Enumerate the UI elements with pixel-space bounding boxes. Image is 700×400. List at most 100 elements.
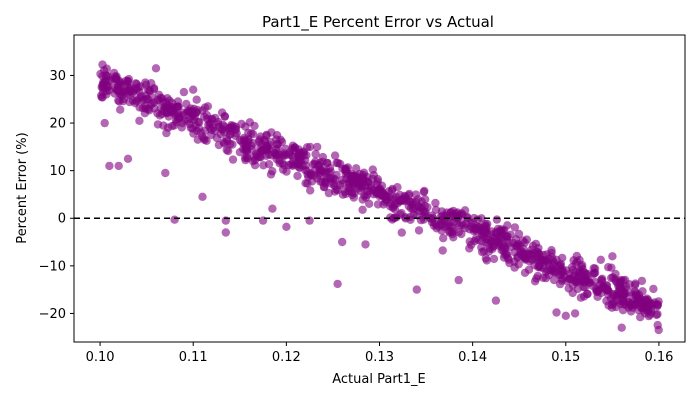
- data-point: [168, 107, 177, 116]
- data-point: [617, 323, 626, 332]
- data-point: [264, 144, 274, 154]
- y-axis-ticks: −20 −10 0 10 20 30: [39, 69, 74, 322]
- y-tick-label: −10: [39, 259, 66, 274]
- data-point: [118, 96, 128, 106]
- x-tick-label: 0.16: [644, 350, 673, 365]
- data-point: [219, 138, 228, 147]
- data-point: [607, 273, 616, 283]
- data-point: [358, 195, 367, 204]
- data-point: [193, 135, 202, 144]
- data-point: [352, 164, 361, 173]
- y-tick-label: −20: [39, 307, 66, 322]
- data-point: [573, 273, 582, 282]
- data-point: [561, 311, 570, 320]
- data-point: [304, 172, 313, 182]
- data-point: [114, 161, 123, 171]
- data-point: [116, 105, 125, 114]
- data-point: [313, 174, 322, 183]
- data-point: [190, 112, 199, 121]
- data-point: [306, 186, 315, 195]
- data-point: [654, 325, 663, 335]
- data-point: [226, 126, 235, 136]
- data-point: [333, 158, 343, 168]
- data-point: [390, 205, 400, 214]
- data-point: [131, 79, 140, 88]
- data-point: [175, 113, 184, 123]
- data-point: [159, 121, 168, 130]
- data-point: [510, 248, 519, 257]
- data-point: [594, 286, 604, 295]
- data-point: [102, 90, 111, 99]
- data-point: [290, 143, 299, 152]
- data-point: [240, 153, 250, 163]
- data-point: [136, 93, 145, 102]
- data-point: [167, 121, 177, 131]
- data-point: [365, 199, 374, 208]
- data-point: [549, 275, 559, 285]
- data-point: [264, 160, 274, 169]
- data-point: [125, 85, 134, 94]
- data-point: [397, 228, 406, 237]
- data-point: [198, 192, 207, 201]
- data-point: [555, 261, 565, 270]
- data-point: [482, 222, 491, 231]
- data-point: [482, 229, 492, 238]
- data-point: [465, 244, 474, 253]
- data-point: [135, 103, 144, 112]
- data-point: [318, 165, 327, 175]
- data-point: [179, 87, 189, 97]
- data-point: [299, 147, 308, 156]
- data-point: [567, 274, 576, 283]
- data-point: [482, 256, 491, 265]
- data-point: [313, 142, 322, 152]
- data-point: [326, 167, 335, 176]
- data-point: [220, 112, 229, 121]
- data-point: [570, 309, 580, 318]
- data-point: [228, 155, 238, 164]
- data-point: [619, 290, 628, 299]
- data-point: [405, 197, 414, 206]
- x-axis-ticks: 0.10 0.11 0.12 0.13 0.14 0.15 0.16: [86, 342, 673, 365]
- data-point: [358, 205, 367, 214]
- data-point: [550, 266, 559, 275]
- data-point: [405, 189, 414, 199]
- data-point: [520, 268, 530, 277]
- data-point: [338, 237, 347, 247]
- data-point: [547, 248, 556, 258]
- data-point: [153, 109, 162, 118]
- data-point: [419, 187, 428, 197]
- data-point: [413, 195, 423, 204]
- data-point: [193, 105, 202, 115]
- data-point: [384, 193, 393, 202]
- data-point: [274, 150, 284, 159]
- data-point: [634, 297, 643, 306]
- y-tick-label: 30: [49, 69, 66, 84]
- data-point: [612, 296, 621, 305]
- data-point: [189, 129, 198, 138]
- data-point: [647, 307, 656, 317]
- data-point: [373, 177, 382, 186]
- data-point: [268, 204, 277, 213]
- data-point: [310, 159, 319, 169]
- data-point: [161, 98, 171, 107]
- data-point: [110, 74, 119, 84]
- data-point: [438, 246, 447, 255]
- data-point: [268, 167, 277, 176]
- data-point: [439, 234, 448, 243]
- data-point: [135, 116, 144, 126]
- data-point: [401, 213, 410, 222]
- data-point: [492, 228, 501, 238]
- data-point: [451, 209, 461, 218]
- x-tick-label: 0.12: [272, 350, 301, 365]
- data-point: [189, 85, 198, 94]
- data-point: [132, 85, 141, 94]
- data-point: [102, 71, 111, 81]
- x-tick-label: 0.14: [458, 350, 487, 365]
- data-point: [429, 221, 439, 230]
- data-point: [301, 179, 310, 188]
- data-point: [409, 203, 419, 213]
- data-point: [144, 104, 153, 114]
- data-point: [388, 184, 397, 194]
- data-point: [412, 285, 421, 294]
